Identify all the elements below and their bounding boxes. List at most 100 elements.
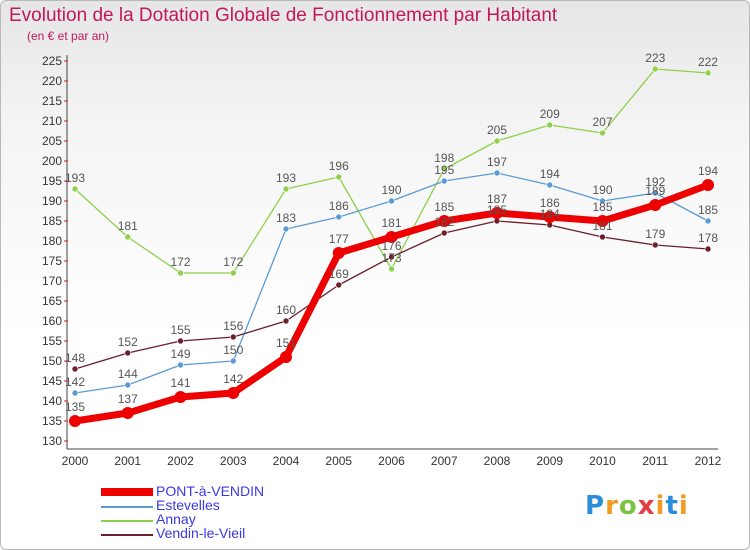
data-label-pont-a-vendin: 135 — [65, 400, 85, 414]
data-label-vendin-le-vieil: 155 — [170, 323, 190, 337]
data-point-vendin-le-vieil — [229, 333, 237, 341]
data-label-pont-a-vendin: 137 — [118, 392, 138, 406]
legend-label-pont-a-vendin: PONT-à-VENDIN — [156, 483, 265, 499]
data-point-pont-a-vendin — [280, 351, 292, 363]
data-point-annay — [229, 269, 237, 277]
x-tick-label: 2009 — [536, 454, 563, 468]
data-point-pont-a-vendin — [543, 211, 556, 223]
data-point-annay — [388, 265, 395, 273]
data-point-annay — [599, 129, 606, 137]
chart-subtitle: (en € et par an) — [27, 29, 110, 43]
data-point-annay — [546, 121, 554, 129]
data-point-pont-a-vendin — [385, 231, 398, 243]
data-label-pont-a-vendin: 151 — [276, 336, 296, 350]
y-tick-label: 185 — [42, 214, 62, 228]
data-point-annay — [282, 185, 290, 193]
data-point-vendin-le-vieil — [704, 245, 712, 253]
data-point-annay — [177, 269, 184, 277]
y-tick-label: 215 — [42, 94, 62, 108]
data-label-vendin-le-vieil: 148 — [65, 351, 85, 365]
data-point-estevelles — [546, 181, 554, 189]
data-point-estevelles — [704, 217, 712, 225]
x-tick-label: 2010 — [589, 454, 616, 468]
data-point-pont-a-vendin — [491, 207, 503, 219]
y-tick-label: 150 — [42, 354, 62, 368]
data-label-annay: 222 — [698, 55, 718, 69]
data-point-pont-a-vendin — [121, 407, 134, 419]
data-point-pont-a-vendin — [227, 387, 240, 399]
data-point-vendin-le-vieil — [440, 229, 448, 237]
data-label-estevelles: 195 — [434, 163, 454, 177]
data-point-vendin-le-vieil — [335, 281, 343, 289]
y-tick-label: 135 — [42, 414, 62, 428]
data-label-annay: 193 — [65, 171, 85, 185]
data-point-estevelles — [599, 197, 606, 205]
data-label-vendin-le-vieil: 176 — [381, 239, 401, 253]
data-label-annay: 172 — [170, 255, 190, 269]
chart-title: Evolution de la Dotation Globale de Fonc… — [9, 5, 558, 26]
data-label-estevelles: 150 — [223, 343, 243, 357]
data-label-estevelles: 190 — [381, 183, 401, 197]
y-tick-label: 205 — [42, 134, 62, 148]
data-label-vendin-le-vieil: 156 — [223, 319, 243, 333]
data-label-annay: 209 — [540, 107, 560, 121]
y-tick-label: 180 — [42, 234, 62, 248]
data-point-annay — [704, 69, 712, 77]
data-point-estevelles — [282, 225, 290, 233]
x-tick-label: 2008 — [484, 454, 511, 468]
data-point-estevelles — [388, 197, 395, 205]
data-point-estevelles — [440, 177, 448, 185]
data-point-pont-a-vendin — [174, 391, 187, 403]
y-tick-label: 210 — [42, 114, 62, 128]
data-point-annay — [440, 165, 448, 173]
data-label-vendin-le-vieil: 169 — [329, 267, 349, 281]
x-tick-label: 2007 — [431, 454, 458, 468]
data-label-estevelles: 144 — [118, 367, 138, 381]
data-label-annay: 198 — [434, 151, 454, 165]
data-point-estevelles — [335, 213, 343, 221]
data-label-estevelles: 194 — [540, 167, 560, 181]
data-point-annay — [124, 233, 132, 241]
legend-label-annay: Annay — [156, 511, 196, 527]
data-label-estevelles: 142 — [65, 375, 85, 389]
data-point-vendin-le-vieil — [599, 233, 606, 241]
data-label-pont-a-vendin: 187 — [487, 192, 507, 206]
data-point-estevelles — [229, 357, 237, 365]
data-label-pont-a-vendin: 194 — [698, 164, 718, 178]
x-tick-label: 2004 — [273, 454, 300, 468]
data-label-vendin-le-vieil: 182 — [434, 215, 454, 229]
data-point-vendin-le-vieil — [124, 349, 132, 357]
y-tick-label: 140 — [42, 394, 62, 408]
y-tick-label: 130 — [42, 434, 62, 448]
data-label-annay: 173 — [381, 251, 401, 265]
y-tick-label: 170 — [42, 274, 62, 288]
y-tick-label: 195 — [42, 174, 62, 188]
data-label-estevelles: 149 — [170, 347, 190, 361]
legend-swatch-vendin-le-vieil — [101, 534, 153, 536]
y-tick-label: 160 — [42, 314, 62, 328]
data-point-annay — [651, 65, 659, 73]
data-label-pont-a-vendin: 181 — [381, 216, 401, 230]
data-label-estevelles: 186 — [329, 199, 349, 213]
x-tick-label: 2006 — [378, 454, 405, 468]
data-label-annay: 172 — [223, 255, 243, 269]
data-point-estevelles — [651, 189, 659, 197]
y-tick-label: 200 — [42, 154, 62, 168]
data-label-estevelles: 192 — [645, 175, 665, 189]
data-point-pont-a-vendin — [332, 247, 345, 259]
legend-swatch-estevelles — [101, 506, 153, 508]
x-tick-label: 2003 — [220, 454, 247, 468]
data-point-annay — [335, 173, 343, 181]
data-point-pont-a-vendin — [596, 215, 609, 227]
data-point-estevelles — [177, 361, 184, 369]
y-tick-label: 190 — [42, 194, 62, 208]
data-label-annay: 193 — [276, 171, 296, 185]
data-label-vendin-le-vieil: 179 — [645, 227, 665, 241]
data-label-annay: 207 — [592, 115, 612, 129]
x-tick-label: 2000 — [62, 454, 89, 468]
data-label-vendin-le-vieil: 185 — [487, 203, 507, 217]
data-point-vendin-le-vieil — [71, 365, 79, 373]
x-tick-label: 2011 — [642, 454, 668, 468]
